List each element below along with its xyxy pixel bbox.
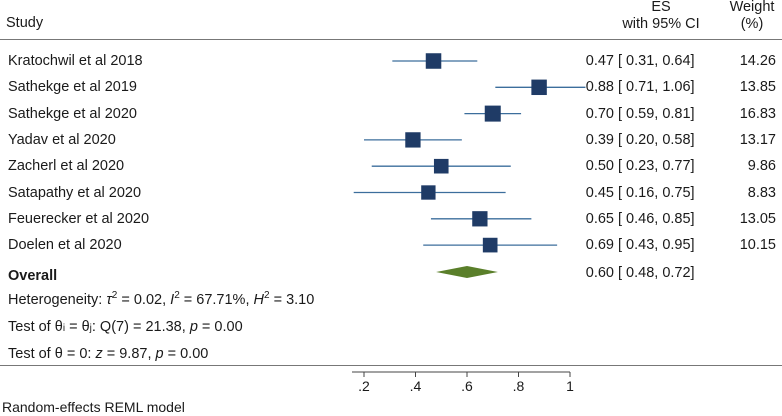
study-ci: [ 0.20, 0.58] (618, 132, 695, 148)
weight-header-line2: (%) (740, 16, 764, 32)
study-name: Kratochwil et al 2018 (8, 53, 143, 69)
study-name: Sathekge et al 2019 (8, 79, 137, 95)
model-note: Random-effects REML model (2, 399, 185, 415)
thetazero-prefix: Test of θ = 0: (8, 346, 96, 362)
heterogeneity-text: Heterogeneity: τ2 = 0.02, I2 = 67.71%, H… (8, 291, 314, 309)
study-marker (472, 211, 488, 227)
study-name: Sathekge et al 2020 (8, 106, 137, 122)
study-ci: [ 0.16, 0.75] (618, 185, 695, 201)
overall-es: 0.60 (585, 265, 614, 281)
thetaeq-q: : Q(7) = 21.38, (91, 319, 190, 335)
study-weight: 13.85 (739, 79, 776, 95)
x-tick-label: .8 (513, 378, 525, 394)
x-tick-label: .4 (410, 378, 422, 394)
study-name: Zacherl et al 2020 (8, 158, 125, 174)
header-rule (0, 39, 782, 40)
study-es: 0.47 (585, 53, 614, 69)
study-ci: [ 0.43, 0.95] (618, 237, 695, 253)
i-symbol: I (170, 292, 175, 308)
x-tick-label: .2 (358, 378, 370, 394)
thetaeq-mid: = θ (65, 319, 90, 335)
es-header-line2: with 95% CI (622, 16, 700, 32)
study-es: 0.50 (585, 158, 614, 174)
test-homogeneity-text: Test of θi = θj: Q(7) = 21.38, p = 0.00 (8, 318, 243, 338)
study-marker (421, 185, 436, 200)
thetazero-z-value: = 9.87, (102, 346, 156, 362)
overall-ci: [ 0.48, 0.72] (618, 265, 695, 281)
thetazero-z: z (95, 346, 103, 362)
thetaeq-p: p (189, 319, 198, 335)
study-ci: [ 0.23, 0.77] (618, 158, 695, 174)
study-ci: [ 0.59, 0.81] (618, 106, 695, 122)
thetaeq-sub-j: j (89, 323, 92, 334)
weight-column-header: Weight (%) (722, 0, 782, 33)
study-marker (433, 158, 449, 174)
thetaeq-sub-i: i (62, 323, 66, 334)
footer-rule (0, 365, 782, 366)
study-ci: [ 0.46, 0.85] (618, 211, 695, 227)
heterogeneity-prefix: Heterogeneity: (8, 292, 107, 308)
es-header-line1: ES (651, 0, 671, 15)
es-column-header: ES with 95% CI (606, 0, 716, 33)
test-zero-text: Test of θ = 0: z = 9.87, p = 0.00 (8, 345, 208, 363)
study-weight: 13.17 (739, 132, 776, 148)
study-weight: 10.15 (739, 237, 776, 253)
study-name: Yadav et al 2020 (8, 132, 116, 148)
i-value: = 67.71%, (179, 292, 254, 308)
study-es: 0.45 (585, 185, 614, 201)
study-ci: [ 0.71, 1.06] (618, 79, 695, 95)
h-value: = 3.10 (269, 292, 315, 308)
i-exponent: 2 (174, 290, 180, 302)
overall-diamond (436, 266, 498, 278)
thetazero-p-value: = 0.00 (163, 346, 209, 362)
tau-symbol: τ (106, 292, 112, 308)
study-es: 0.39 (585, 132, 614, 148)
study-ci: [ 0.31, 0.64] (618, 53, 695, 69)
study-marker (425, 53, 442, 69)
study-column-header: Study (6, 15, 44, 31)
x-tick-label: 1 (566, 378, 574, 394)
study-name: Satapathy et al 2020 (8, 185, 142, 201)
overall-label: Overall (8, 268, 58, 284)
study-weight: 9.86 (747, 158, 776, 174)
study-es: 0.70 (585, 106, 614, 122)
thetazero-p: p (155, 346, 164, 362)
h-exponent: 2 (264, 290, 270, 302)
study-es: 0.69 (585, 237, 614, 253)
study-marker (405, 132, 421, 148)
thetaeq-p-value: = 0.00 (197, 319, 243, 335)
study-weight: 16.83 (739, 106, 776, 122)
study-marker (531, 79, 547, 96)
h-symbol: H (253, 292, 264, 308)
study-weight: 14.26 (739, 53, 776, 69)
tau-exponent: 2 (111, 290, 118, 302)
study-marker (484, 105, 501, 122)
study-es: 0.65 (585, 211, 614, 227)
weight-header-line1: Weight (729, 0, 775, 15)
study-weight: 13.05 (739, 211, 776, 227)
study-marker (482, 237, 498, 253)
study-weight: 8.83 (747, 185, 776, 201)
x-tick-label: .6 (461, 378, 473, 394)
study-es: 0.88 (585, 79, 614, 95)
thetaeq-prefix: Test of θ (8, 319, 63, 335)
tau-value: = 0.02, (117, 292, 171, 308)
study-name: Feuerecker et al 2020 (8, 211, 150, 227)
study-name: Doelen et al 2020 (8, 237, 122, 253)
